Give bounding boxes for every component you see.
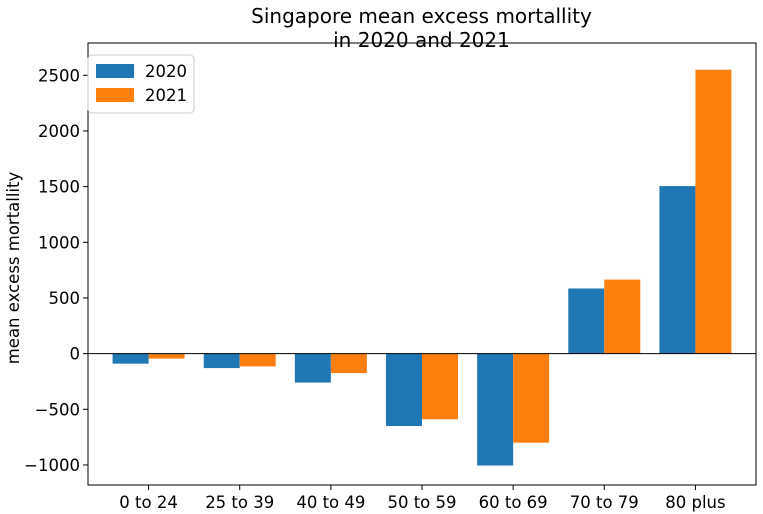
x-tick-label: 70 to 79 [570, 493, 639, 512]
y-tick-label: 0 [70, 345, 81, 364]
y-tick-label: 1000 [38, 233, 80, 252]
y-ticks: −1000 −500 0 500 1000 1500 2000 2500 [24, 66, 88, 475]
bar-2021-0-to-24 [148, 353, 185, 359]
y-axis-label: mean excess mortallity [4, 171, 23, 364]
bar-2021-50-to-59 [422, 353, 458, 420]
x-tick-label: 0 to 24 [119, 493, 178, 512]
bar-2020-0-to-24 [112, 353, 149, 364]
legend-label-2020: 2020 [145, 62, 187, 81]
bar-2020-25-to-39 [203, 353, 240, 369]
x-tick-label: 25 to 39 [205, 493, 274, 512]
y-tick-label: −1000 [24, 456, 80, 475]
bar-2021-80-plus [695, 69, 732, 354]
legend: 2020 2021 [87, 54, 195, 114]
y-tick-label: 2500 [38, 66, 80, 85]
bar-2021-60-to-69 [513, 353, 550, 443]
bar-2020-50-to-59 [386, 353, 422, 426]
x-ticks: 0 to 24 25 to 39 40 to 49 50 to 59 60 to 69 7… [119, 485, 726, 512]
chart-title-line-1: Singapore mean excess mortallity [251, 4, 592, 28]
y-tick-label: 2000 [38, 122, 80, 141]
bar-2021-25-to-39 [239, 353, 276, 367]
legend-label-2021: 2021 [145, 86, 187, 105]
bars-layer [112, 69, 732, 466]
bar-2020-40-to-49 [294, 353, 331, 383]
y-tick-label: −500 [35, 400, 80, 419]
x-tick-label: 50 to 59 [387, 493, 456, 512]
y-tick-label: 1500 [38, 178, 80, 197]
bar-2020-80-plus [659, 186, 696, 354]
x-tick-label: 80 plus [665, 493, 725, 512]
bar-2021-70-to-79 [604, 279, 641, 354]
x-tick-label: 40 to 49 [296, 493, 365, 512]
bar-2020-60-to-69 [477, 353, 514, 466]
y-tick-label: 500 [49, 289, 81, 308]
x-tick-label: 60 to 69 [479, 493, 548, 512]
chart-title-line-2: in 2020 and 2021 [333, 28, 510, 52]
bar-2021-40-to-49 [330, 353, 367, 374]
plot-frame [87, 42, 757, 486]
legend-swatch-2021 [96, 88, 134, 102]
bar-2020-70-to-79 [568, 288, 605, 354]
legend-swatch-2020 [96, 64, 134, 78]
